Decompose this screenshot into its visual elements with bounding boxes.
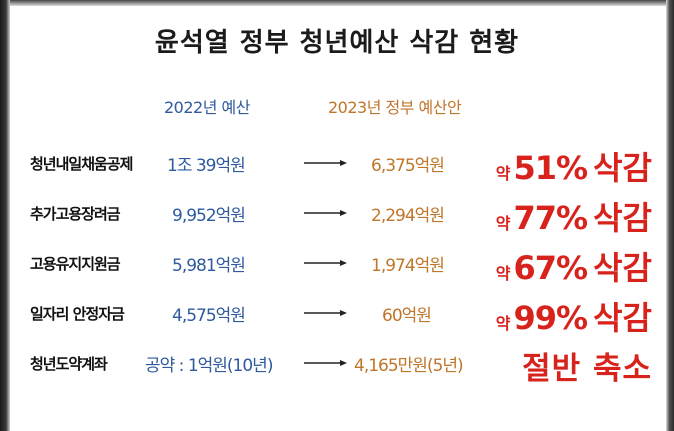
cut-percent: 99% xyxy=(513,299,589,337)
budget-row: 고용유지지원금 5,981억원 1,974억원 약67% 삭감 xyxy=(0,243,674,287)
cut-word: 삭감 xyxy=(593,249,652,287)
cut-percent: 77% xyxy=(513,199,589,237)
cut-word: 삭감 xyxy=(593,149,652,187)
budget-2023: 2,294억원 xyxy=(371,206,445,226)
budget-2022: 공약 : 1억원(10년) xyxy=(145,356,273,376)
page-title: 윤석열 정부 청년예산 삭감 현황 xyxy=(154,28,520,58)
arrow-icon xyxy=(304,360,347,366)
cut-prefix: 약 xyxy=(495,264,511,283)
budget-2022: 5,981억원 xyxy=(172,256,246,276)
budget-row: 청년내일채움공제 1조 39억원 6,375억원 약51% 삭감 xyxy=(0,143,674,187)
cut-word: 삭감 xyxy=(593,299,652,337)
budget-row: 추가고용장려금 9,952억원 2,294억원 약77% 삭감 xyxy=(0,193,674,237)
arrow-icon xyxy=(304,260,347,266)
cut-prefix: 약 xyxy=(495,214,511,233)
program-name: 일자리 안정자금 xyxy=(30,305,125,323)
right-edge xyxy=(666,0,674,431)
cut-prefix: 약 xyxy=(495,164,511,183)
cut-rate: 약77% 삭감 xyxy=(496,193,652,239)
arrow-icon xyxy=(304,160,347,166)
budget-2023: 4,165만원(5년) xyxy=(354,356,464,376)
program-name: 추가고용장려금 xyxy=(30,205,121,223)
program-name: 청년내일채움공제 xyxy=(30,155,133,173)
header-2022-budget: 2022년 예산 xyxy=(164,98,250,117)
budget-2023: 60억원 xyxy=(382,306,432,326)
cut-rate: 약67% 삭감 xyxy=(496,243,652,289)
arrow-icon xyxy=(304,310,347,316)
program-name: 청년도약계좌 xyxy=(30,355,108,373)
budget-2022: 9,952억원 xyxy=(172,206,246,226)
budget-row: 청년도약계좌 공약 : 1억원(10년) 4,165만원(5년) 절반 축소 xyxy=(0,343,674,387)
cut-percent: 67% xyxy=(513,249,589,287)
cut-rate: 약99% 삭감 xyxy=(496,293,652,339)
cut-prefix: 약 xyxy=(495,314,511,333)
budget-2022: 4,575억원 xyxy=(172,306,246,326)
budget-row: 일자리 안정자금 4,575억원 60억원 약99% 삭감 xyxy=(0,293,674,337)
top-edge xyxy=(0,0,674,6)
budget-2022: 1조 39억원 xyxy=(167,156,246,176)
cut-percent: 51% xyxy=(513,149,589,187)
budget-2023: 1,974억원 xyxy=(371,256,445,276)
cut-description: 절반 축소 xyxy=(522,351,652,387)
cut-word: 삭감 xyxy=(593,199,652,237)
left-edge xyxy=(0,0,10,431)
header-2023-budget: 2023년 정부 예산안 xyxy=(328,98,462,117)
budget-2023: 6,375억원 xyxy=(371,156,445,176)
cut-rate: 약51% 삭감 xyxy=(496,143,652,189)
program-name: 고용유지지원금 xyxy=(30,255,121,273)
arrow-icon xyxy=(304,210,347,216)
